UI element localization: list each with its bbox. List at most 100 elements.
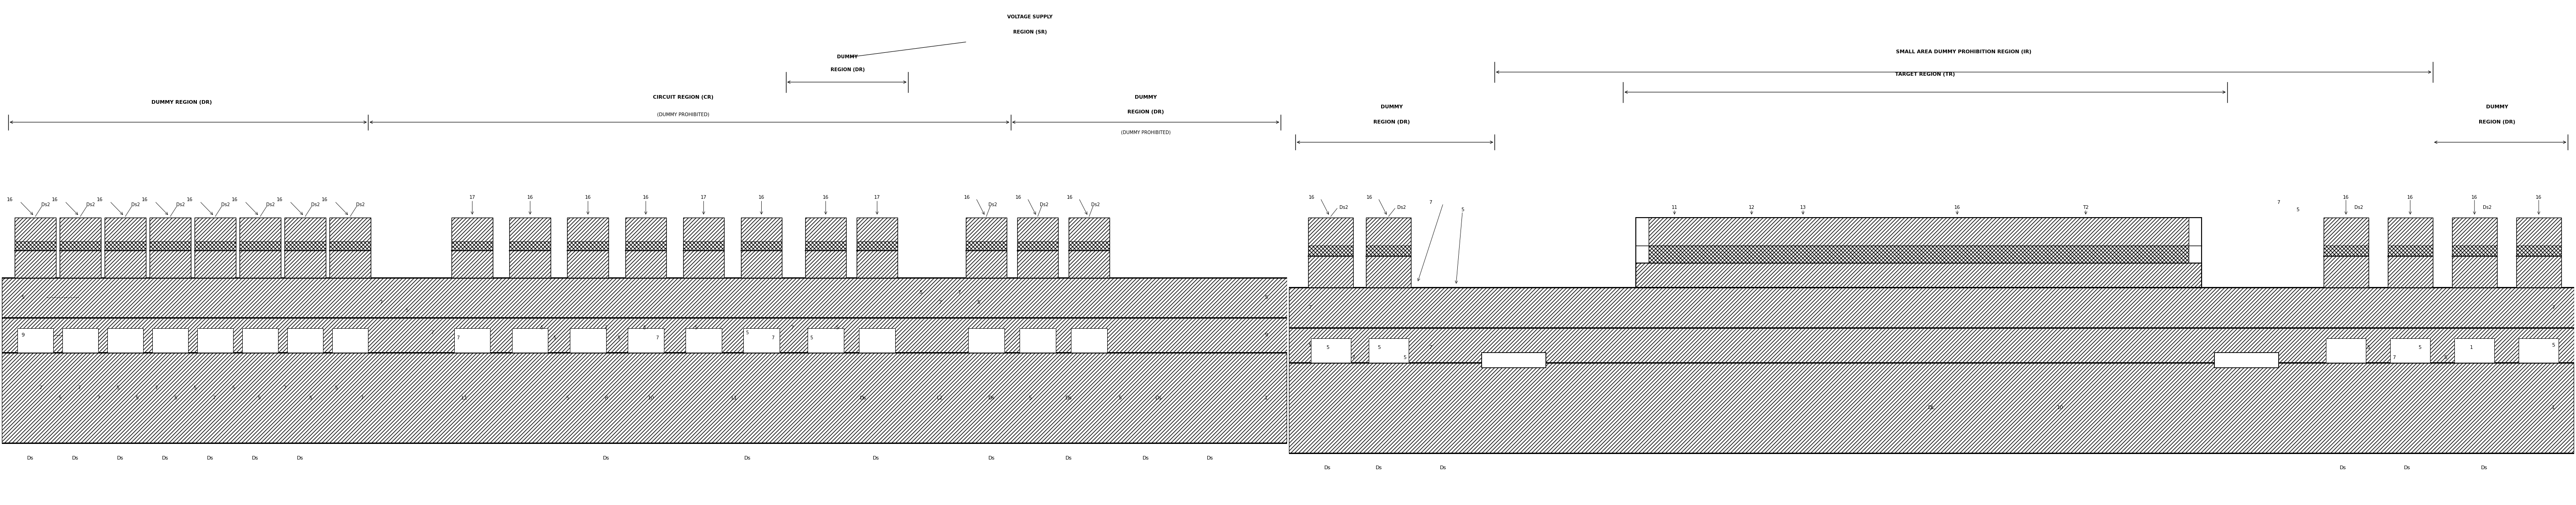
Bar bbox=[59, 218, 100, 278]
Bar bbox=[149, 241, 191, 250]
Text: 5: 5 bbox=[116, 385, 118, 390]
Bar bbox=[240, 218, 281, 241]
Text: 17: 17 bbox=[469, 195, 477, 199]
Text: 5: 5 bbox=[567, 395, 569, 400]
Bar bbox=[742, 218, 783, 241]
Text: 5: 5 bbox=[1265, 295, 1267, 300]
Bar bbox=[2388, 218, 2432, 287]
Text: 7: 7 bbox=[77, 385, 80, 390]
Bar bbox=[2517, 245, 2561, 256]
Bar bbox=[858, 218, 896, 241]
Bar bbox=[1018, 218, 1059, 241]
Bar bbox=[683, 250, 724, 278]
Text: 9: 9 bbox=[1265, 333, 1267, 337]
Text: DUMMY: DUMMY bbox=[837, 55, 858, 60]
Text: VOLTAGE SUPPLY: VOLTAGE SUPPLY bbox=[1007, 15, 1054, 19]
Bar bbox=[106, 218, 147, 241]
Bar bbox=[1365, 218, 1412, 287]
Bar bbox=[1018, 218, 1059, 278]
Text: TARGET REGION (TR): TARGET REGION (TR) bbox=[1896, 72, 1955, 77]
Bar bbox=[966, 250, 1007, 278]
Text: L1: L1 bbox=[461, 395, 469, 400]
Bar bbox=[1069, 250, 1110, 278]
Bar bbox=[806, 250, 848, 278]
Bar bbox=[2388, 256, 2432, 287]
Bar bbox=[567, 218, 608, 278]
Text: 16: 16 bbox=[528, 195, 533, 199]
Text: 5: 5 bbox=[2419, 345, 2421, 350]
Text: 16: 16 bbox=[1015, 195, 1023, 199]
Text: 7: 7 bbox=[1430, 200, 1432, 205]
Bar bbox=[1069, 218, 1110, 278]
Bar bbox=[283, 218, 325, 241]
Bar bbox=[683, 218, 724, 278]
Text: 5: 5 bbox=[1309, 343, 1311, 347]
Text: Ds: Ds bbox=[2403, 466, 2411, 470]
Text: 16: 16 bbox=[822, 195, 829, 199]
Text: 8: 8 bbox=[605, 395, 608, 400]
Text: CIRCUIT REGION (CR): CIRCUIT REGION (CR) bbox=[652, 95, 714, 99]
Text: 16: 16 bbox=[585, 195, 590, 199]
Text: Ds2: Ds2 bbox=[355, 203, 366, 207]
Text: 10: 10 bbox=[647, 395, 654, 400]
Text: 16: 16 bbox=[757, 195, 765, 199]
Text: 5: 5 bbox=[2367, 345, 2370, 350]
Text: Ds2: Ds2 bbox=[312, 203, 319, 207]
Text: Ds: Ds bbox=[296, 456, 304, 460]
Text: REGION (DR): REGION (DR) bbox=[2478, 120, 2514, 125]
Text: Ds2: Ds2 bbox=[2354, 205, 2362, 210]
Text: 5: 5 bbox=[809, 335, 814, 340]
Text: 5: 5 bbox=[835, 325, 840, 330]
Text: 7: 7 bbox=[379, 300, 381, 305]
Bar bbox=[2324, 245, 2367, 256]
Bar bbox=[966, 218, 1007, 278]
Bar bbox=[858, 241, 896, 250]
Text: DUMMY: DUMMY bbox=[2486, 105, 2509, 110]
Bar bbox=[1309, 218, 1352, 287]
Bar bbox=[3, 352, 1288, 443]
Text: Ds: Ds bbox=[1154, 395, 1162, 400]
Bar bbox=[453, 328, 489, 352]
Bar bbox=[1365, 245, 1412, 256]
Bar bbox=[806, 241, 848, 250]
Bar bbox=[152, 328, 188, 352]
Text: 7: 7 bbox=[39, 385, 41, 390]
Text: Ds: Ds bbox=[26, 456, 33, 460]
Bar bbox=[106, 241, 147, 250]
Bar bbox=[18, 328, 54, 352]
Text: Ds: Ds bbox=[603, 456, 608, 460]
Bar bbox=[966, 218, 1007, 241]
Bar bbox=[626, 241, 667, 250]
Text: 7: 7 bbox=[430, 330, 433, 335]
Bar bbox=[283, 250, 325, 278]
Text: 16: 16 bbox=[2470, 195, 2478, 199]
Bar bbox=[683, 241, 724, 250]
Bar bbox=[1020, 328, 1056, 352]
Text: (DUMMY PROHIBITED): (DUMMY PROHIBITED) bbox=[657, 113, 708, 117]
Text: 5: 5 bbox=[59, 395, 62, 400]
Bar bbox=[198, 328, 234, 352]
Text: 16: 16 bbox=[2406, 195, 2414, 199]
Text: Ds2: Ds2 bbox=[1041, 203, 1048, 207]
Bar bbox=[510, 250, 551, 278]
Text: 7: 7 bbox=[2393, 356, 2396, 360]
Text: DUMMY: DUMMY bbox=[1381, 105, 1404, 110]
Bar bbox=[3, 278, 1288, 318]
Text: L1: L1 bbox=[732, 395, 737, 400]
Text: 16: 16 bbox=[644, 195, 649, 199]
Text: 7: 7 bbox=[605, 325, 608, 330]
Bar bbox=[2517, 256, 2561, 287]
Text: DUMMY: DUMMY bbox=[1133, 95, 1157, 99]
Text: Ds: Ds bbox=[72, 456, 77, 460]
Text: 9: 9 bbox=[21, 333, 23, 337]
Bar bbox=[240, 241, 281, 250]
Text: Ds: Ds bbox=[860, 395, 866, 400]
Text: (DUMMY PROHIBITED): (DUMMY PROHIBITED) bbox=[1121, 130, 1170, 134]
Text: 16: 16 bbox=[52, 197, 57, 202]
Text: 5: 5 bbox=[1461, 208, 1463, 212]
Text: 11: 11 bbox=[1672, 205, 1677, 210]
Text: 16: 16 bbox=[1955, 205, 1960, 210]
Text: 5: 5 bbox=[21, 295, 23, 300]
Bar bbox=[1636, 263, 2202, 287]
Text: Ds2: Ds2 bbox=[989, 203, 997, 207]
